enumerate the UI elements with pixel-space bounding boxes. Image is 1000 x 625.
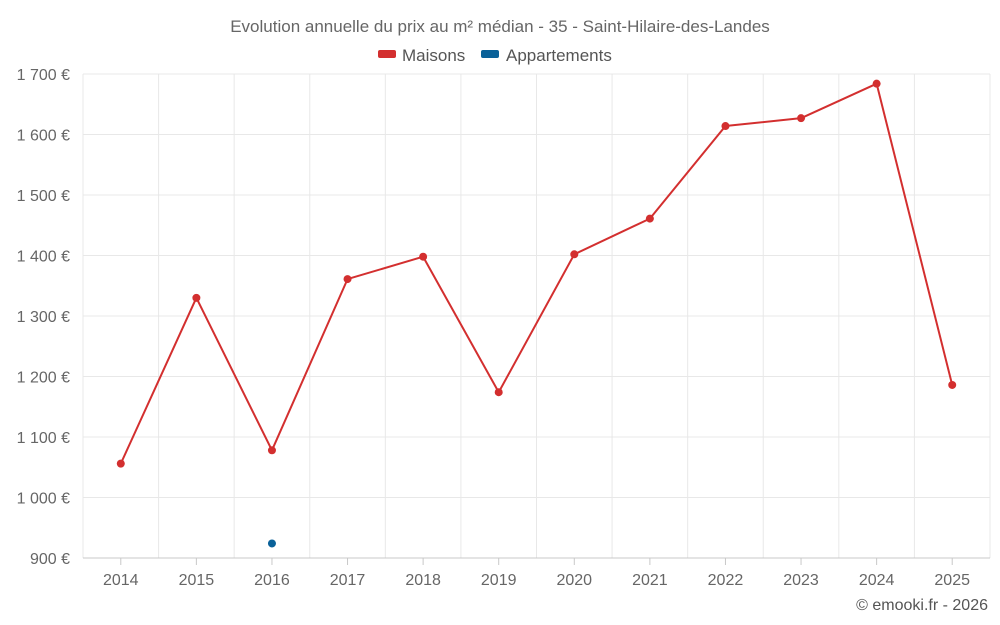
legend-item-maisons[interactable]: Maisons: [378, 46, 465, 65]
x-tick-label: 2016: [254, 572, 290, 589]
x-tick-label: 2015: [179, 572, 215, 589]
data-point-maisons-2022[interactable]: [721, 122, 730, 131]
x-tick-label: 2019: [481, 572, 517, 589]
series: [116, 79, 957, 548]
legend-item-appartements[interactable]: Appartements: [481, 46, 612, 65]
x-tick-label: 2022: [708, 572, 744, 589]
data-point-maisons-2019[interactable]: [494, 388, 503, 397]
x-tick-label: 2018: [405, 572, 441, 589]
data-point-maisons-2025[interactable]: [948, 380, 957, 389]
data-point-maisons-2017[interactable]: [343, 275, 352, 284]
y-axis-ticks: 900 € 1 000 € 1 100 € 1 200 € 1 300 € 1 400 €…: [17, 67, 70, 568]
x-tick-label: 2024: [859, 572, 895, 589]
y-tick-label: 900 €: [30, 551, 70, 568]
chart-title: Evolution annuelle du prix au m² médian …: [230, 17, 770, 36]
series-line-maisons: [119, 82, 954, 465]
x-tick-label: 2021: [632, 572, 668, 589]
data-point-maisons-2024[interactable]: [872, 79, 881, 88]
legend-label-appartements: Appartements: [506, 46, 612, 65]
x-tick-label: 2014: [103, 572, 139, 589]
legend-swatch-appartements: [481, 50, 499, 58]
y-tick-label: 1 600 €: [17, 128, 70, 145]
legend: Maisons Appartements: [378, 46, 612, 65]
y-tick-label: 1 000 €: [17, 491, 70, 508]
x-tick-label: 2020: [556, 572, 592, 589]
legend-swatch-maisons: [378, 50, 396, 58]
y-tick-label: 1 200 €: [17, 370, 70, 387]
x-tick-label: 2023: [783, 572, 819, 589]
y-tick-label: 1 300 €: [17, 309, 70, 326]
x-tick-label: 2025: [934, 572, 970, 589]
y-tick-label: 1 500 €: [17, 188, 70, 205]
credit-text: © emooki.fr - 2026: [856, 597, 988, 614]
grid: [82, 73, 991, 559]
y-tick-label: 1 100 €: [17, 430, 70, 447]
legend-label-maisons: Maisons: [402, 46, 465, 65]
data-point-maisons-2023[interactable]: [797, 114, 806, 123]
data-point-maisons-2015[interactable]: [192, 293, 201, 302]
x-axis-ticks: 2014 2015 2016 2017 2018 2019 2020 2021 2022 2023…: [103, 558, 970, 589]
data-point-maisons-2020[interactable]: [570, 250, 579, 259]
data-point-maisons-2016[interactable]: [267, 446, 276, 455]
data-point-appartements-2016[interactable]: [267, 539, 276, 548]
x-tick-label: 2017: [330, 572, 366, 589]
y-tick-label: 1 700 €: [17, 67, 70, 84]
data-point-maisons-2014[interactable]: [116, 459, 125, 468]
y-tick-label: 1 400 €: [17, 249, 70, 266]
data-point-maisons-2018[interactable]: [419, 252, 428, 261]
data-point-maisons-2021[interactable]: [645, 214, 654, 223]
